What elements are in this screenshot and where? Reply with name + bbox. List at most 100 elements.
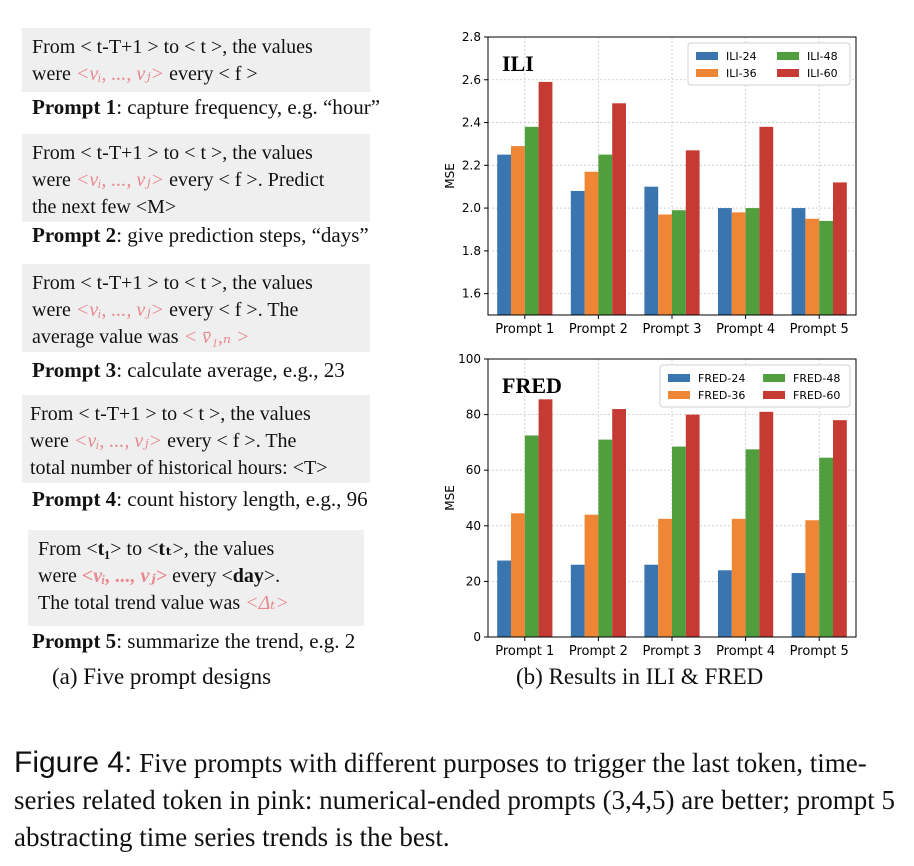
bar-fred-36-3: [658, 518, 672, 637]
bar-fred-48-4: [745, 449, 760, 637]
y-tick-label: 2.8: [462, 30, 481, 44]
bar-fred-24-5: [791, 573, 806, 637]
bar-ili-36-2: [584, 171, 599, 315]
prompt-5-line1: From <t₁> to <tₜ>, the values: [38, 538, 275, 560]
subcaption-b: (b) Results in ILI & FRED: [516, 664, 764, 689]
x-tick-label: Prompt 1: [495, 644, 554, 659]
prompt-2-line3: the next few <M>: [32, 196, 177, 218]
caption-text: Five prompts with different purposes to …: [14, 748, 895, 852]
bar-fred-60-5: [833, 420, 847, 637]
bar-fred-36-2: [584, 514, 599, 637]
bar-fred-60-2: [612, 409, 626, 637]
legend-label: ILI-36: [726, 67, 757, 80]
legend-label: ILI-60: [807, 67, 838, 80]
x-tick-label: Prompt 5: [790, 322, 849, 337]
x-tick-label: Prompt 4: [716, 644, 775, 659]
prompt-5-box: From <t₁> to <tₜ>, the values were <vᵢ, …: [28, 530, 364, 626]
legend-swatch: [777, 52, 799, 60]
y-tick-label: 1.8: [462, 244, 481, 258]
prompt-4-box: From < t-T+1 > to < t >, the values were…: [22, 395, 370, 483]
x-tick-label: Prompt 5: [790, 644, 849, 659]
bar-ili-60-4: [759, 126, 774, 315]
legend: [687, 42, 851, 86]
bar-fred-48-3: [672, 446, 686, 637]
y-tick-label: 1.6: [462, 287, 481, 301]
legend-label: ILI-48: [807, 50, 838, 63]
bar-ili-24-1: [497, 154, 511, 315]
prompt-5-trend-token: <Δₜ>: [245, 592, 289, 614]
chart-title: ILI: [502, 51, 534, 76]
bar-fred-60-3: [685, 414, 700, 637]
bar-ili-36-5: [805, 218, 820, 315]
legend-label: FRED-48: [793, 372, 840, 385]
bar-ili-48-2: [598, 154, 613, 315]
x-tick-label: Prompt 4: [716, 322, 775, 337]
bar-fred-36-1: [511, 513, 525, 637]
subcaption-a: (a) Five prompt designs: [52, 664, 272, 689]
bar-ili-48-5: [819, 220, 833, 315]
y-tick-label: 0: [473, 630, 481, 644]
bar-ili-60-5: [833, 182, 847, 315]
bar-fred-60-1: [538, 399, 553, 637]
bar-ili-48-1: [524, 126, 539, 315]
legend-label: FRED-36: [698, 389, 745, 402]
bar-fred-60-4: [759, 411, 774, 637]
prompt-5-line2: were <vᵢ, ..., vⱼ> every <day>.: [38, 565, 281, 587]
prompt-5-line3: The total trend value was <Δₜ>: [38, 592, 289, 614]
bar-fred-48-5: [819, 457, 833, 637]
prompt-1-label: Prompt 1: capture frequency, e.g. “hour”: [32, 95, 381, 119]
bar-ili-36-4: [731, 212, 746, 315]
prompt-4-line1: From < t-T+1 > to < t >, the values: [30, 403, 311, 425]
y-axis-label: MSE: [443, 485, 457, 511]
bar-ili-60-1: [538, 81, 553, 316]
prompt-1-line2: were <vᵢ, ..., vⱼ> every < f >: [32, 63, 258, 85]
legend-swatch: [777, 69, 799, 77]
bar-ili-36-3: [658, 214, 672, 315]
prompt-1-sequence: <vᵢ, ..., vⱼ>: [75, 63, 165, 85]
prompt-5-sequence: <vᵢ, ..., vⱼ>: [81, 565, 168, 587]
x-tick-label: Prompt 3: [642, 644, 701, 659]
prompt-4-sequence: <vᵢ, ..., vⱼ>: [73, 430, 163, 452]
y-tick-label: 20: [466, 574, 481, 588]
legend-label: ILI-24: [726, 50, 757, 63]
bar-ili-24-5: [791, 208, 806, 315]
bar-fred-24-2: [570, 564, 585, 637]
bar-ili-36-1: [511, 146, 525, 315]
figure-caption: Figure 4: Five prompts with different pu…: [14, 744, 904, 856]
bar-fred-24-1: [497, 560, 511, 637]
prompt-3-line3: average value was < v̄₁,ₙ >: [32, 326, 250, 348]
prompt-1-box: From < t-T+1 > to < t >, the values were…: [22, 28, 370, 92]
x-tick-label: Prompt 3: [642, 322, 701, 337]
bar-fred-24-4: [718, 570, 732, 637]
legend-label: FRED-60: [793, 389, 840, 402]
bar-ili-60-2: [612, 103, 626, 316]
y-tick-label: 2.2: [462, 158, 481, 172]
prompt-3-sequence: <vᵢ, ..., vⱼ>: [75, 299, 165, 321]
fred-chart: 0 20 40 60 80 100 Prompt 1 Prompt 2 Prompt 3 Prom…: [443, 352, 857, 659]
prompt-3-label: Prompt 3: calculate average, e.g., 23: [32, 358, 345, 382]
ili-chart: 1.6 1.8 2.0 2.2 2.4 2.6 2.8 Prompt 1 Prompt 2 Pro…: [443, 30, 857, 337]
prompt-2-label: Prompt 2: give prediction steps, “days”: [32, 223, 369, 247]
y-axis-label: MSE: [443, 163, 457, 189]
prompt-4-line2: were <vᵢ, ..., vⱼ> every < f >. The: [30, 430, 297, 452]
bar-ili-60-3: [685, 150, 700, 315]
prompt-2-box: From < t-T+1 > to < t >, the values were…: [22, 134, 370, 222]
y-tick-label: 60: [466, 463, 481, 477]
prompt-2-sequence: <vᵢ, ..., vⱼ>: [75, 169, 165, 191]
y-tick-label: 40: [466, 519, 481, 533]
bar-ili-24-4: [718, 208, 732, 315]
bar-ili-24-3: [644, 186, 659, 315]
bar-ili-24-2: [570, 190, 585, 315]
y-tick-label: 2.4: [462, 116, 481, 130]
bar-fred-36-4: [731, 518, 746, 637]
bar-fred-48-1: [524, 435, 539, 637]
prompt-3-box: From < t-T+1 > to < t >, the values were…: [22, 264, 370, 352]
legend: [659, 364, 851, 408]
prompt-2-line2: were <vᵢ, ..., vⱼ> every < f >. Predict: [32, 169, 325, 191]
y-tick-label: 2.6: [462, 73, 481, 87]
caption-lead: Figure 4:: [14, 746, 133, 779]
legend-swatch: [696, 52, 718, 60]
bar-ili-48-3: [672, 210, 686, 315]
legend-swatch: [763, 391, 785, 399]
prompt-4-line3: total number of historical hours: <T>: [30, 457, 328, 479]
